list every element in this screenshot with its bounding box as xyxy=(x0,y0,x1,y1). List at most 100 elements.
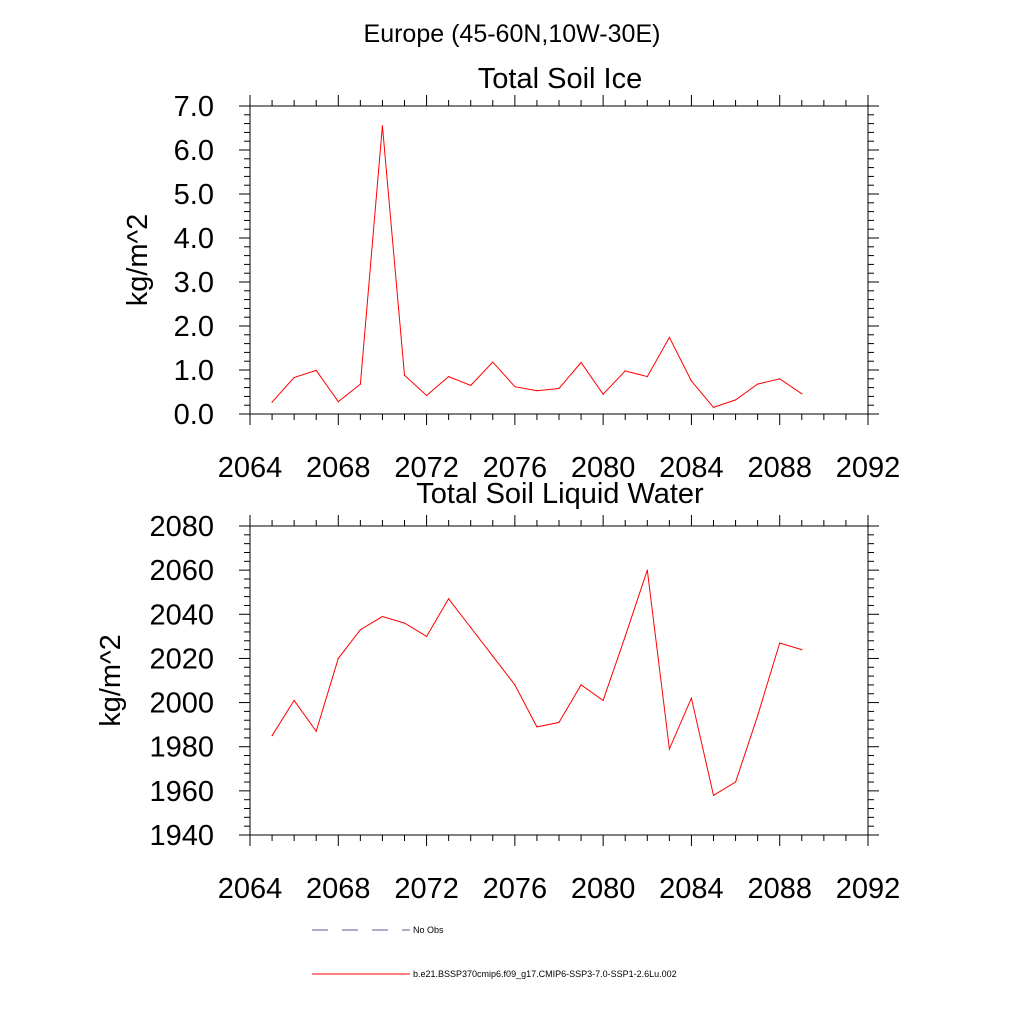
data-point xyxy=(801,649,803,651)
data-point xyxy=(536,390,538,392)
chart-panel-soil-ice: Total Soil Ice kg/m^2 2064 2068 2072 2076 20… xyxy=(122,63,900,484)
x-tick-label: 2084 xyxy=(659,452,724,484)
data-point xyxy=(337,401,339,403)
data-point xyxy=(536,726,538,728)
data-point xyxy=(602,393,604,395)
data-point xyxy=(558,387,560,390)
data-point xyxy=(381,125,383,127)
data-point xyxy=(426,394,428,397)
data-point xyxy=(359,629,361,631)
data-point xyxy=(779,642,781,644)
data-point xyxy=(624,370,626,372)
x-tick-label: 2072 xyxy=(394,873,459,905)
data-point xyxy=(492,655,494,657)
data-point xyxy=(337,657,339,660)
data-point xyxy=(690,380,693,382)
data-point xyxy=(624,635,626,638)
series-line-soil-liquid-water xyxy=(271,569,802,797)
y-tick-label: 2060 xyxy=(149,555,214,587)
figure-title: Europe (45-60N,10W-30E) xyxy=(364,20,661,48)
x-tick-label: 2064 xyxy=(218,452,283,484)
series-line-soil-ice xyxy=(271,125,803,408)
y-tick-label: 0.0 xyxy=(174,399,214,431)
data-point xyxy=(271,401,273,403)
axis-ticks-soil-liquid-water xyxy=(239,515,879,846)
data-point xyxy=(757,715,759,717)
data-point xyxy=(668,748,671,750)
data-point xyxy=(315,369,317,371)
data-point xyxy=(602,699,604,702)
y-tick-label: 6.0 xyxy=(174,135,214,167)
tick-labels-soil-ice: 2064 2068 2072 2076 2080 2084 2088 2092 0.0 1.0 2.… xyxy=(174,91,901,484)
data-point xyxy=(580,361,582,364)
data-point xyxy=(381,615,383,618)
y-tick-label: 7.0 xyxy=(174,91,214,123)
data-point xyxy=(712,406,715,408)
data-point xyxy=(293,376,295,379)
data-point xyxy=(492,361,494,363)
x-tick-label: 2080 xyxy=(571,452,636,484)
data-point xyxy=(514,684,516,686)
chart-panel-soil-liquid-water: Total Soil Liquid Water kg/m^2 2064 2068 2… xyxy=(95,478,900,905)
data-point xyxy=(514,386,516,388)
tick-labels-soil-liquid-water: 2064 2068 2072 2076 2080 2084 2088 2092 1940 1960… xyxy=(149,511,900,905)
data-point xyxy=(470,626,472,629)
data-point xyxy=(403,622,406,624)
series-group-soil-ice xyxy=(271,125,803,408)
data-point xyxy=(779,378,781,380)
x-tick-label: 2068 xyxy=(306,452,371,484)
data-point xyxy=(712,794,715,796)
y-tick-label: 2040 xyxy=(149,599,214,631)
x-tick-label: 2076 xyxy=(483,873,548,905)
x-tick-label: 2092 xyxy=(836,873,901,905)
y-tick-label: 1940 xyxy=(149,820,214,852)
data-point xyxy=(558,721,560,724)
data-point xyxy=(801,393,803,395)
x-tick-label: 2072 xyxy=(394,452,459,484)
x-tick-label: 2076 xyxy=(483,452,548,484)
x-tick-label: 2092 xyxy=(836,452,901,484)
y-axis-label-soil-ice: kg/m^2 xyxy=(122,214,154,307)
x-tick-label: 2084 xyxy=(659,873,724,905)
x-tick-label: 2064 xyxy=(218,873,283,905)
data-point xyxy=(293,699,295,702)
axis-ticks-soil-ice xyxy=(239,95,879,425)
x-tick-label: 2080 xyxy=(571,873,636,905)
x-tick-label: 2068 xyxy=(306,873,371,905)
x-tick-label: 2088 xyxy=(747,873,812,905)
series-group-soil-liquid-water xyxy=(271,569,803,797)
data-point xyxy=(359,383,361,385)
chart-title-soil-ice: Total Soil Ice xyxy=(478,63,642,95)
data-point xyxy=(668,336,671,338)
y-tick-label: 5.0 xyxy=(174,179,214,211)
legend: No Obs b.e21.BSSP370cmip6.f09_g17.CMIP6-… xyxy=(312,925,677,979)
data-point xyxy=(735,399,737,401)
y-axis-label-soil-liquid-water: kg/m^2 xyxy=(95,634,127,727)
chart-title-soil-liquid-water: Total Soil Liquid Water xyxy=(416,478,704,510)
plot-frame-soil-ice xyxy=(249,105,869,415)
y-tick-label: 2.0 xyxy=(174,311,214,343)
plot-frame-soil-liquid-water xyxy=(249,525,869,836)
y-tick-label: 1980 xyxy=(149,732,214,764)
y-tick-label: 1.0 xyxy=(174,355,214,387)
data-point xyxy=(646,569,648,571)
x-tick-label: 2088 xyxy=(747,452,812,484)
data-point xyxy=(426,635,428,638)
y-tick-label: 4.0 xyxy=(174,223,214,255)
data-point xyxy=(735,781,737,783)
y-tick-label: 2020 xyxy=(149,643,214,675)
data-point xyxy=(690,697,693,699)
legend-label-model-run: b.e21.BSSP370cmip6.f09_g17.CMIP6-SSP3-7.… xyxy=(413,969,677,979)
data-point xyxy=(757,383,759,385)
data-point xyxy=(448,598,450,600)
data-point xyxy=(271,735,273,737)
data-point xyxy=(646,376,648,378)
data-point xyxy=(470,384,472,386)
y-tick-label: 2080 xyxy=(149,511,214,543)
y-tick-label: 2000 xyxy=(149,688,214,720)
data-point xyxy=(580,684,582,686)
y-tick-label: 3.0 xyxy=(174,267,214,299)
data-point xyxy=(315,730,317,732)
data-point xyxy=(403,374,406,376)
